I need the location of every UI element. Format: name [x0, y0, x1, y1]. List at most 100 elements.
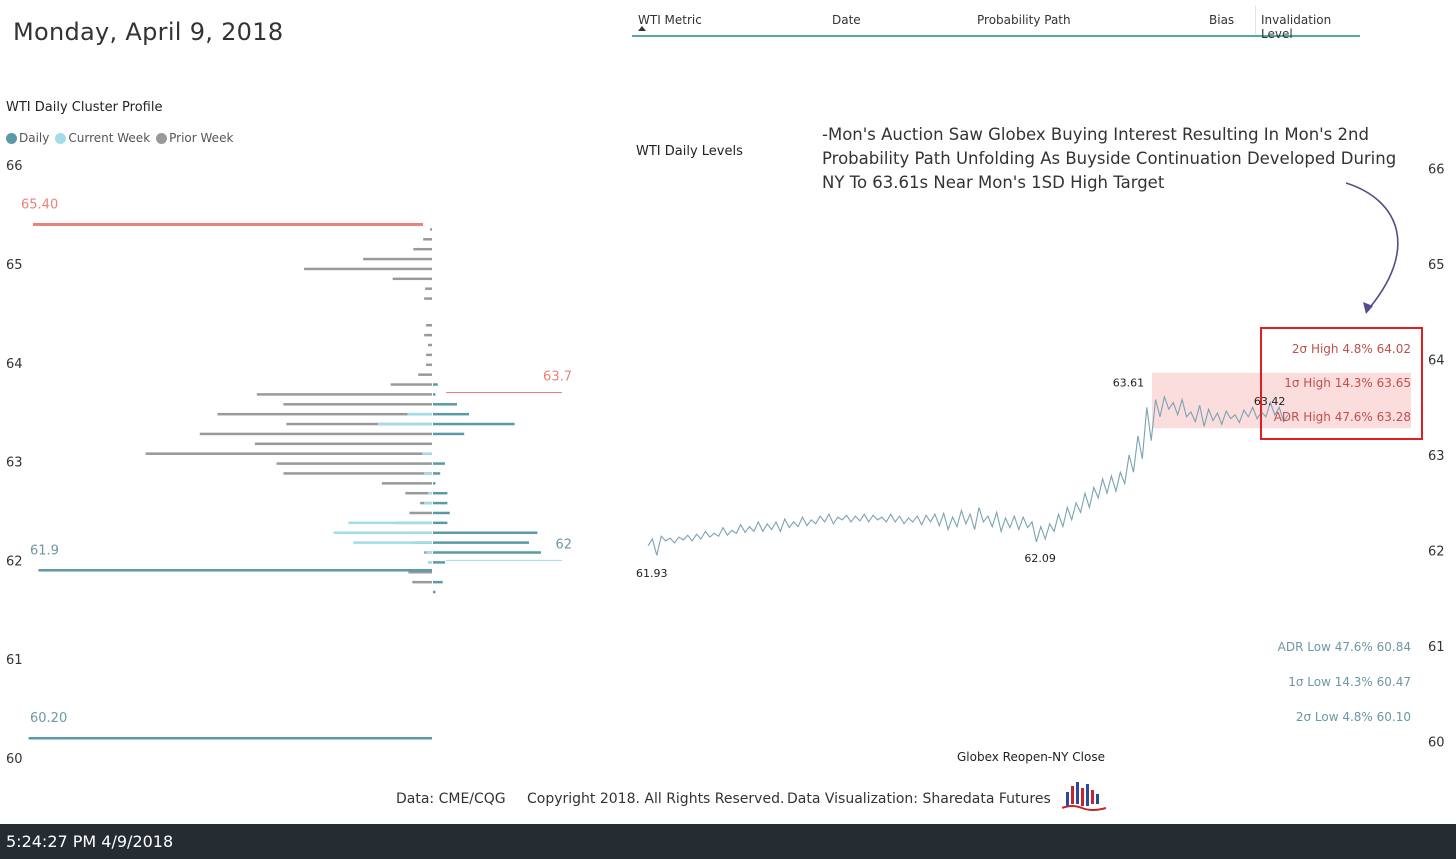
daily-levels-title: WTI Daily Levels — [636, 144, 743, 159]
profile-y-tick: 60 — [6, 752, 23, 767]
price-value-label: 63.42 — [1254, 395, 1286, 408]
analysis-annotation: -Mon's Auction Saw Globex Buying Interes… — [822, 125, 1397, 192]
sigma-level-2sd-low: 2σ Low 4.8% 60.10 — [1295, 710, 1411, 724]
profile-reference-label: 65.40 — [21, 197, 58, 212]
profile-bar — [377, 422, 432, 426]
profile-bar — [433, 462, 445, 465]
footer-copyright: Copyright 2018. All Rights Reserved. — [527, 791, 785, 807]
sigma-level-1sd-low: 1σ Low 14.3% 60.47 — [1288, 675, 1411, 689]
profile-bar — [286, 422, 432, 426]
profile-bar — [433, 551, 541, 554]
column-header-bias[interactable]: Bias — [1209, 13, 1235, 27]
daily-levels-chart: 60 61 62 63 64 65 66 61.93 62.09 63.61 63.42 — [636, 163, 1445, 751]
highlight-band — [1152, 372, 1411, 429]
profile-bar — [426, 353, 432, 357]
profile-bar — [428, 491, 432, 495]
sharedata-logo-icon — [1062, 782, 1106, 811]
profile-bar — [433, 482, 436, 485]
profile-bar — [333, 531, 432, 534]
sigma-level-adr-low: ADR Low 47.6% 60.84 — [1277, 640, 1411, 654]
profile-bar — [426, 551, 432, 554]
profile-bar — [405, 491, 432, 495]
legend-dot-icon — [6, 132, 17, 144]
profile-bar — [283, 403, 432, 406]
profile-y-tick: 65 — [6, 258, 23, 273]
profile-bar — [28, 736, 433, 740]
profile-bar — [433, 422, 515, 426]
footer-source: Data: CME/CQG — [396, 791, 506, 807]
levels-y-tick: 63 — [1428, 449, 1445, 464]
profile-bar — [425, 287, 432, 290]
profile-reference-label: 63.7 — [543, 369, 572, 384]
profile-bar — [418, 373, 432, 376]
sort-ascending-icon[interactable] — [638, 26, 646, 31]
profile-bar — [283, 472, 432, 475]
target-highlight-box — [1260, 327, 1423, 440]
annotation-arrowhead-icon — [1363, 302, 1373, 314]
legend-dot-icon — [156, 132, 168, 144]
metrics-table-header: WTI Metric Date Probability Path Bias In… — [632, 6, 1360, 41]
sigma-level-1sd-high: 1σ High 14.3% 63.65 — [1284, 376, 1411, 390]
legend-item-daily[interactable]: Daily — [6, 131, 49, 145]
profile-bar — [433, 403, 457, 406]
levels-y-tick: 64 — [1428, 354, 1445, 369]
profile-bar — [428, 561, 432, 564]
profile-bar — [348, 521, 432, 525]
price-series-line — [647, 394, 1289, 556]
column-header-date[interactable]: Date — [832, 13, 861, 27]
page-date-title: Monday, April 9, 2018 — [13, 18, 284, 46]
profile-bar — [413, 247, 432, 251]
sigma-level-adr-high: ADR High 47.6% 63.28 — [1273, 410, 1411, 424]
profile-bar — [428, 343, 432, 347]
column-header-invalidation-level[interactable]: Invalidation Level — [1261, 13, 1332, 41]
price-value-label: 61.93 — [636, 567, 668, 580]
profile-bar — [433, 541, 529, 544]
levels-y-tick: 61 — [1428, 640, 1445, 655]
levels-y-tick: 62 — [1428, 545, 1445, 560]
profile-y-tick: 66 — [6, 159, 23, 174]
profile-bar — [430, 228, 432, 231]
legend-dot-icon — [55, 132, 67, 144]
profile-bar — [433, 383, 438, 386]
profile-bar — [424, 297, 432, 300]
profile-bar — [217, 412, 432, 416]
profile-bar — [433, 561, 445, 564]
status-timestamp: 5:24:27 PM 4/9/2018 — [6, 832, 174, 851]
profile-bar — [426, 324, 432, 327]
profile-bar — [409, 511, 432, 515]
profile-bar — [433, 412, 469, 416]
profile-y-tick: 63 — [6, 456, 23, 471]
profile-bar — [363, 257, 432, 261]
column-header-wti-metric[interactable]: WTI Metric — [638, 13, 702, 27]
legend-label: Prior Week — [169, 131, 234, 145]
cluster-profile-chart: 60 61 62 63 64 65 66 65.40 63.7 62 61.9 60.20 — [6, 159, 572, 767]
profile-bar — [412, 580, 432, 584]
profile-reference-label: 61.9 — [30, 543, 59, 558]
profile-bar — [433, 472, 441, 475]
daily-levels-x-axis-label: Globex Reopen-NY Close — [957, 750, 1105, 764]
legend-item-prior-week[interactable]: Prior Week — [156, 131, 233, 145]
legend-item-current-week[interactable]: Current Week — [55, 131, 150, 145]
profile-y-tick: 64 — [6, 357, 23, 372]
profile-bar — [254, 442, 432, 446]
sigma-level-2sd-high: 2σ High 4.8% 64.02 — [1291, 342, 1411, 356]
profile-bar — [433, 531, 538, 534]
profile-bar — [423, 238, 432, 241]
footer-visualization-credit: Data Visualization: Sharedata Futures — [787, 791, 1051, 807]
legend-label: Daily — [19, 131, 50, 145]
profile-bar — [424, 472, 432, 475]
profile-bar — [424, 501, 432, 505]
profile-bar — [424, 333, 432, 337]
column-separator — [1255, 6, 1256, 34]
profile-bar — [433, 393, 436, 396]
profile-bar — [407, 412, 432, 416]
profile-reference-label: 60.20 — [30, 711, 67, 726]
column-header-probability-path[interactable]: Probability Path — [977, 13, 1071, 27]
profile-bar — [392, 277, 432, 281]
status-bar: 5:24:27 PM 4/9/2018 — [0, 824, 1456, 859]
profile-bar — [408, 571, 432, 574]
annotation-arrow — [1345, 182, 1399, 313]
price-value-label: 63.61 — [1113, 377, 1145, 390]
profile-bar — [145, 452, 432, 455]
